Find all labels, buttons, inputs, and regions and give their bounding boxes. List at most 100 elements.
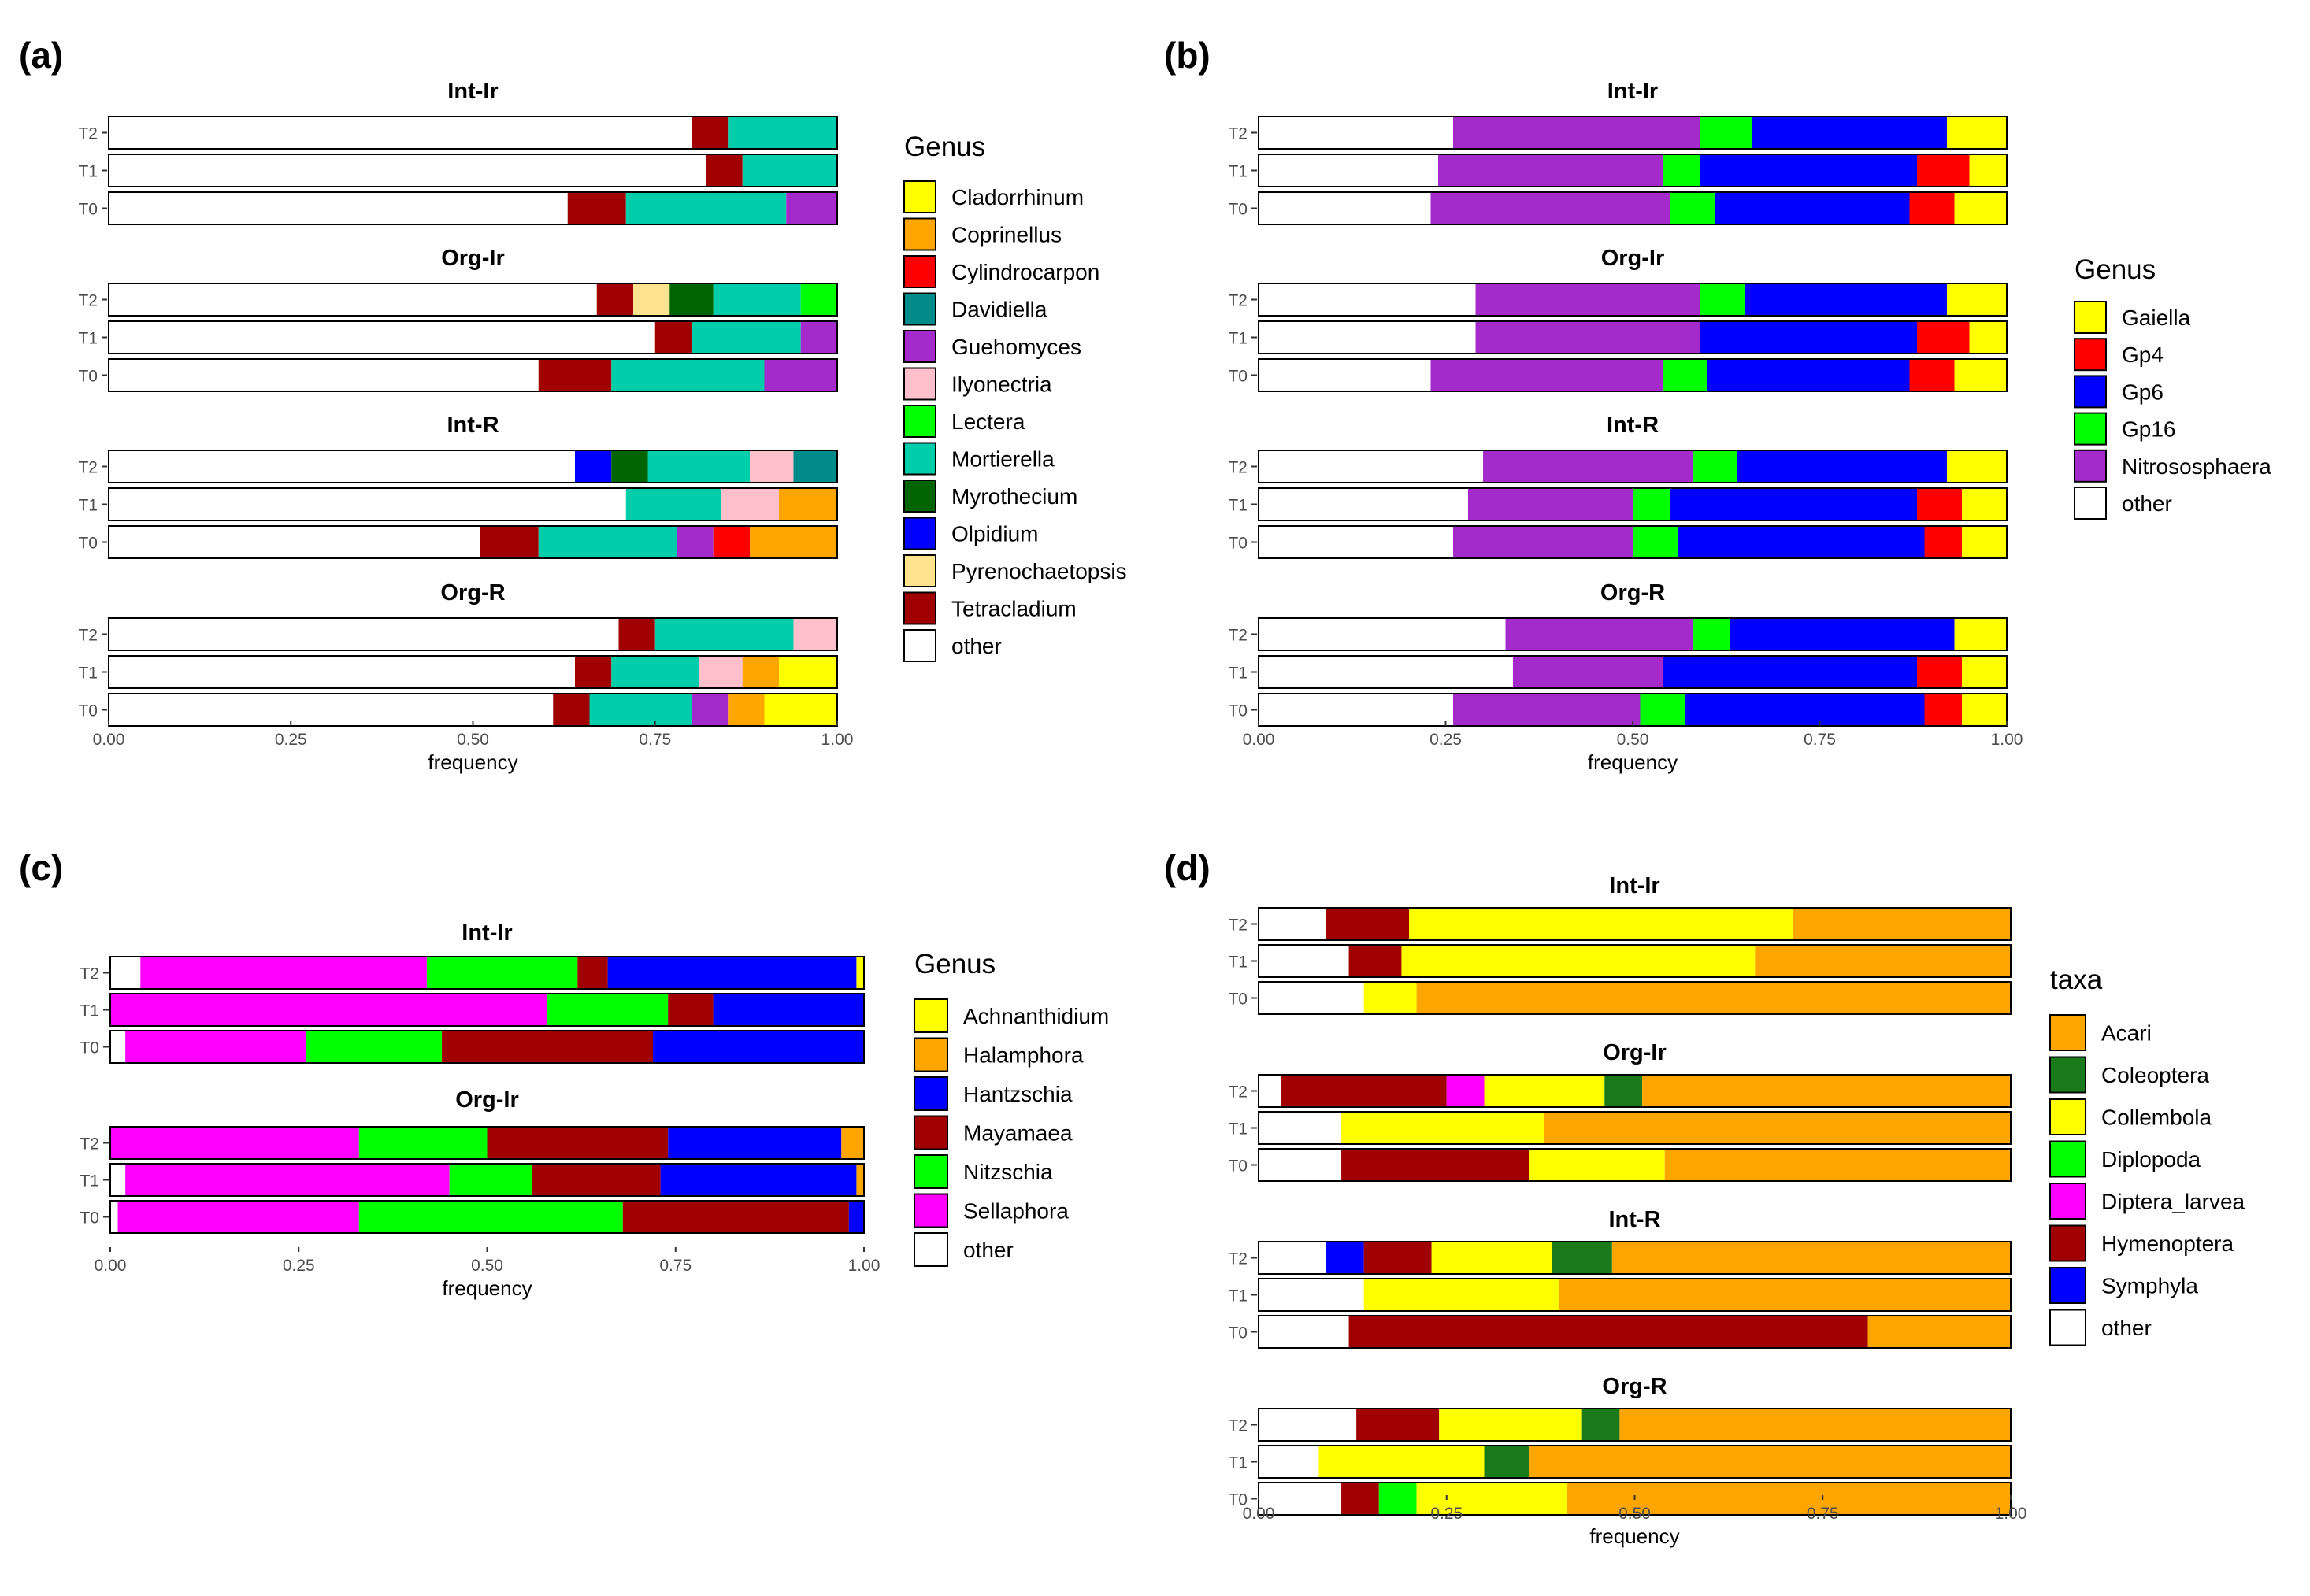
legend-swatch-coleoptera (2049, 1056, 2086, 1094)
row-label: T1 (1228, 665, 1248, 683)
bar-segment-mortierella (654, 618, 794, 650)
bar-segment-nitzschia (358, 1201, 623, 1233)
bar-segment-gp6 (1715, 192, 1910, 224)
bar-segment-hantzschia (660, 1164, 857, 1196)
bar-outline (108, 283, 838, 317)
bar-segment-hymenoptera (1341, 1483, 1379, 1515)
row-label: T0 (1228, 201, 1248, 219)
legend-swatch-halamphora (914, 1037, 948, 1072)
bar-segment-gp6 (1707, 359, 1910, 391)
bar-segment-pyrenochaetopsis (633, 283, 670, 316)
group-title: Int-R (447, 413, 499, 438)
bar-segment-coprinellus (728, 694, 765, 726)
bar-segment-sellaphora (117, 1201, 359, 1233)
x-tick-label: 0.00 (1243, 1505, 1275, 1523)
bar-segment-gp6 (1745, 283, 1947, 316)
x-tick-label: 0.00 (1243, 731, 1275, 749)
bar-segment-gp6 (1670, 488, 1917, 520)
legend-label: other (951, 634, 1002, 658)
bar-segment-gp16 (1700, 283, 1745, 316)
panel-label: (b) (1164, 35, 1211, 76)
bar-segment-tetracladium (553, 694, 590, 726)
row-label: T0 (1228, 702, 1248, 720)
row-label: T0 (1228, 1491, 1248, 1509)
bar-segment-other (109, 192, 568, 224)
bar-segment-gp16 (1633, 526, 1678, 558)
legend-label: Gp6 (2122, 380, 2164, 404)
bar-segment-nitrososphaera (1475, 283, 1700, 316)
bar-segment-tetracladium (692, 117, 729, 149)
bar-segment-hymenoptera (1348, 1316, 1868, 1348)
legend-title: Genus (914, 949, 996, 979)
bar-outline (108, 154, 838, 187)
legend-label: Davidiella (951, 298, 1047, 322)
bar-segment-nitzschia (306, 1031, 443, 1063)
bar-segment-ilyonectria (750, 450, 794, 483)
bar-segment-symphyla (1326, 1242, 1364, 1274)
bar-segment-other (109, 154, 706, 187)
x-tick-label: 0.00 (95, 1257, 127, 1275)
bar-segment-ilyonectria (793, 618, 837, 650)
panel-label: (d) (1164, 847, 1211, 888)
row-label: T1 (1228, 1287, 1248, 1305)
bar-segment-mortierella (647, 450, 750, 483)
legend-label: Hymenoptera (2101, 1231, 2234, 1256)
legend-swatch-cylindrocarpon (903, 255, 936, 288)
bar-segment-gp4 (1917, 488, 1962, 520)
bar-segment-acari (1793, 908, 2011, 940)
legend-swatch-diptera-larvea (2049, 1183, 2086, 1220)
bar-segment-other (1259, 526, 1453, 558)
bar-segment-acari (1755, 945, 2011, 977)
legend-label: Achnanthidium (963, 1004, 1109, 1028)
legend-label: Cladorrhinum (951, 185, 1084, 209)
bar-segment-gp16 (1663, 359, 1707, 391)
bar-segment-gp16 (1640, 694, 1685, 726)
bar-segment-other (1259, 1446, 1319, 1478)
bar-outline (1258, 1148, 2012, 1182)
row-label: T1 (1228, 1454, 1248, 1472)
bar-segment-gaiella (1954, 359, 2007, 391)
legend-swatch-collembola (2049, 1098, 2086, 1135)
bar-segment-other (110, 1201, 118, 1233)
x-tick-label: 0.75 (659, 1257, 692, 1275)
legend-label: Nitzschia (963, 1160, 1053, 1184)
bar-segment-mortierella (742, 154, 837, 187)
bar-segment-collembola (1318, 1446, 1485, 1478)
bar-segment-ilyonectria (699, 656, 743, 688)
bar-segment-halamphora (841, 1127, 864, 1159)
legend-label: Diptera_larvea (2101, 1190, 2245, 1214)
x-tick-label: 0.75 (1807, 1505, 1839, 1523)
bar-segment-gp6 (1678, 526, 1925, 558)
bar-outline (108, 191, 838, 225)
bar-segment-gp4 (1917, 656, 1962, 688)
row-label: T2 (1228, 1417, 1248, 1435)
bar-segment-mortierella (589, 694, 692, 726)
bar-outline (1258, 907, 2012, 941)
bar-segment-other (1259, 1242, 1326, 1274)
bar-segment-other (1259, 618, 1506, 650)
bar-outline (1258, 1074, 2012, 1108)
bar-segment-other (1259, 154, 1438, 187)
bar-segment-other (1259, 359, 1431, 391)
bar-segment-collembola (1439, 1409, 1582, 1441)
bar-segment-mortierella (728, 117, 837, 149)
group-title: Int-Ir (1609, 873, 1659, 898)
legend-label: Gaiella (2122, 305, 2191, 330)
row-label: T1 (1228, 1120, 1248, 1139)
bar-segment-acari (1642, 1075, 2011, 1107)
bar-segment-myrothecium (611, 450, 648, 483)
legend-title: Genus (904, 131, 985, 162)
group-title: Org-Ir (441, 246, 505, 271)
bar-segment-coprinellus (750, 526, 837, 558)
bar-segment-mortierella (611, 359, 765, 391)
legend-label: other (963, 1238, 1014, 1262)
panel-a: (a) Int-Ir T2 T1 T0 Org-Ir T2 T1 T0 Int-R T2 T1 T0 Or… (19, 35, 1127, 774)
row-label: T1 (78, 330, 98, 348)
group-title: Org-R (1602, 1374, 1667, 1399)
group-title: Org-R (440, 580, 505, 605)
bar-segment-coleoptera (1581, 1409, 1620, 1441)
bar-segment-cladorrhinum (764, 694, 837, 726)
bar-segment-coleoptera (1484, 1446, 1529, 1478)
legend-label: other (2101, 1316, 2152, 1340)
legend-swatch-cladorrhinum (903, 180, 936, 213)
